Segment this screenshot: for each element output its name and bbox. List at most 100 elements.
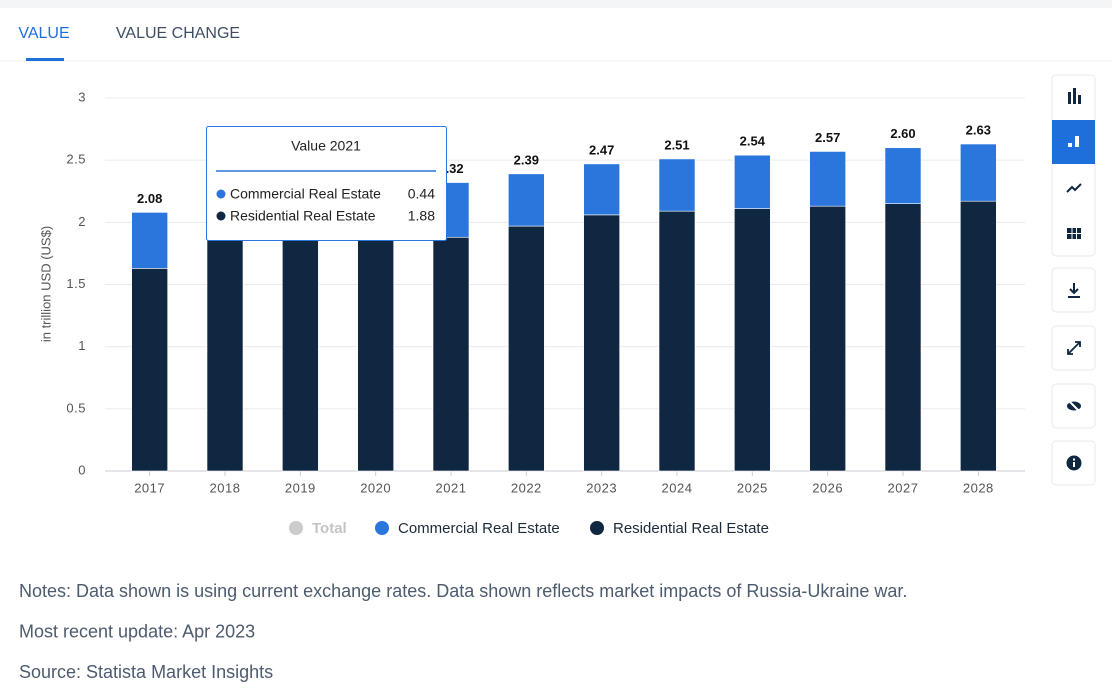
x-tick-label: 2023 [586, 480, 617, 495]
legend-label: Residential Real Estate [613, 520, 769, 537]
icon [1073, 88, 1076, 104]
y-tick-label: 0.5 [66, 400, 86, 415]
plot: 0 0.5 1 1.5 2 2.5 3 2017 2.08 2018 2019 2020 2021 2.3… [66, 89, 1025, 495]
tab-underline [26, 58, 64, 61]
bar-segment [884, 203, 922, 472]
x-tick-label: 2017 [134, 480, 165, 495]
icon [1073, 458, 1075, 461]
bar-segment [206, 239, 244, 472]
x-tick-label: 2025 [737, 480, 768, 495]
tab[interactable]: VALUE [18, 25, 70, 61]
fullscreen-button[interactable] [1051, 325, 1096, 371]
info-button[interactable] [1051, 440, 1096, 486]
y-tick-label: 2.5 [66, 152, 86, 167]
x-tick-label: 2026 [812, 480, 843, 495]
legend-item[interactable]: Total [289, 520, 347, 537]
icon [1075, 136, 1079, 147]
bar-segment [734, 154, 771, 209]
note: Notes: Data shown is using current excha… [19, 581, 907, 601]
bar-chart-button[interactable] [1068, 88, 1081, 104]
x-tick-label: 2019 [285, 480, 316, 495]
x-tick-label: 2018 [210, 480, 241, 495]
tab-label: VALUE CHANGE [116, 25, 240, 42]
icon [1066, 183, 1082, 193]
bar-segment [658, 158, 696, 212]
bar-segment [131, 268, 168, 472]
tooltip-swatch [216, 189, 226, 199]
bar-segment [508, 173, 545, 227]
tooltip-name: Commercial Real Estate [230, 186, 381, 202]
bar-segment [809, 205, 846, 472]
total-label: 2.54 [740, 134, 766, 149]
icon [1068, 92, 1071, 104]
note: Source: Statista Market Insights [19, 662, 273, 682]
legend-swatch [375, 521, 389, 535]
total-label: 2.57 [815, 130, 840, 145]
notes: Notes: Data shown is using current excha… [19, 581, 907, 682]
x-tick-label: 2024 [662, 480, 693, 495]
tooltip-swatch [216, 211, 226, 221]
icon [1073, 462, 1075, 467]
toolbar [1051, 74, 1096, 486]
legend-swatch [289, 521, 303, 535]
bar-segment [583, 163, 620, 216]
y-tick-label: 2 [78, 214, 86, 229]
stacked-chart-button[interactable] [1052, 120, 1095, 164]
bar-segment [960, 200, 997, 472]
tooltip-title: Value 2021 [291, 138, 361, 154]
y-tick-label: 0 [78, 462, 86, 477]
y-tick-label: 1 [78, 338, 86, 353]
x-tick-label: 2020 [360, 480, 391, 495]
total-label: 2.51 [664, 137, 689, 152]
total-label: 2.63 [966, 122, 991, 137]
icon [1067, 399, 1081, 413]
hide-button[interactable] [1051, 383, 1096, 429]
total-label: 2.39 [514, 152, 539, 167]
bar-segment [658, 210, 696, 472]
legend-label: Commercial Real Estate [398, 520, 560, 537]
icon [1078, 95, 1081, 104]
bar-segment [734, 208, 771, 472]
download-button[interactable] [1051, 267, 1096, 313]
tooltip-value: 1.88 [408, 208, 435, 224]
note: Most recent update: Apr 2023 [19, 621, 255, 641]
tab[interactable]: VALUE CHANGE [116, 25, 240, 42]
legend-item[interactable]: Residential Real Estate [590, 520, 769, 537]
bar-segment [432, 236, 470, 472]
legend-swatch [590, 521, 604, 535]
icon [1068, 283, 1080, 298]
icon [1067, 341, 1081, 355]
y-axis-label: in trillion USD (US$) [38, 226, 53, 342]
tooltip: Value 2021 Commercial Real Estate 0.44 Resi… [206, 126, 447, 241]
legend: Total Commercial Real Estate Residential R… [289, 520, 769, 537]
y-tick-label: 1.5 [66, 276, 86, 291]
x-tick-label: 2028 [963, 480, 994, 495]
bar-segment [508, 225, 545, 472]
total-label: 2.60 [890, 126, 915, 141]
bar-segment [960, 143, 997, 202]
bar-segment [583, 214, 620, 472]
line-chart-button[interactable] [1066, 183, 1082, 193]
x-tick-label: 2022 [511, 480, 542, 495]
tab-label: VALUE [18, 25, 69, 42]
icon [1068, 143, 1072, 147]
table-button[interactable] [1067, 228, 1081, 239]
tooltip-value: 0.44 [408, 186, 435, 202]
legend-item[interactable]: Commercial Real Estate [375, 520, 560, 537]
bar-segment [131, 212, 168, 269]
bar-segment [357, 238, 394, 472]
x-tick-label: 2027 [888, 480, 919, 495]
tooltip-name: Residential Real Estate [230, 208, 376, 224]
bar-segment [809, 151, 846, 207]
total-label: 2.47 [589, 142, 614, 157]
active-button [1052, 120, 1095, 164]
y-tick-label: 3 [78, 89, 86, 104]
x-tick-label: 2021 [436, 480, 467, 495]
total-label: 2.08 [137, 191, 162, 206]
bar-segment [282, 238, 319, 472]
bar-segment [884, 147, 922, 204]
legend-label: Total [312, 520, 347, 537]
top-strip [0, 0, 1112, 8]
